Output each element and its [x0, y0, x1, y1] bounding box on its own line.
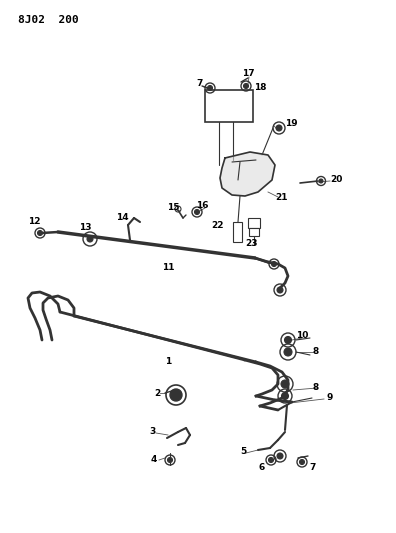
Text: 8J02  200: 8J02 200: [18, 15, 79, 25]
Text: 3: 3: [150, 427, 156, 437]
Text: 17: 17: [242, 69, 254, 77]
Text: 23: 23: [246, 239, 258, 248]
Text: 12: 12: [28, 217, 40, 227]
Text: 14: 14: [116, 213, 128, 222]
Text: 21: 21: [276, 193, 288, 203]
Circle shape: [244, 84, 249, 88]
Circle shape: [284, 348, 292, 356]
Circle shape: [277, 287, 283, 293]
Circle shape: [208, 85, 213, 91]
Text: 22: 22: [212, 222, 224, 230]
Text: 10: 10: [296, 332, 308, 341]
Text: 5: 5: [240, 448, 246, 456]
Text: 6: 6: [259, 464, 265, 472]
Circle shape: [299, 459, 305, 464]
Text: 2: 2: [154, 389, 160, 398]
Circle shape: [194, 209, 200, 214]
Text: 7: 7: [310, 463, 316, 472]
Bar: [249, 228, 259, 236]
Circle shape: [319, 179, 323, 183]
Text: 13: 13: [79, 223, 91, 232]
Circle shape: [170, 389, 182, 401]
Bar: [248, 218, 260, 228]
Circle shape: [168, 457, 173, 463]
Text: 20: 20: [330, 175, 342, 184]
Bar: [205, 90, 253, 122]
Circle shape: [38, 230, 42, 236]
Text: 8: 8: [313, 384, 319, 392]
Circle shape: [282, 392, 289, 400]
Circle shape: [284, 336, 291, 343]
Circle shape: [87, 236, 93, 242]
Bar: [233, 222, 242, 242]
Text: 4: 4: [151, 456, 157, 464]
Text: 1: 1: [165, 358, 171, 367]
Circle shape: [272, 262, 276, 266]
Text: 9: 9: [327, 393, 333, 402]
Circle shape: [281, 380, 289, 388]
Circle shape: [276, 125, 282, 131]
Circle shape: [277, 453, 283, 459]
Text: 8: 8: [313, 348, 319, 357]
Text: 15: 15: [167, 204, 179, 213]
Text: 11: 11: [162, 263, 174, 272]
Text: 18: 18: [254, 84, 266, 93]
Text: 16: 16: [196, 201, 208, 211]
Text: 7: 7: [197, 78, 203, 87]
Circle shape: [268, 457, 274, 463]
Polygon shape: [220, 152, 275, 196]
Text: 19: 19: [285, 118, 297, 127]
